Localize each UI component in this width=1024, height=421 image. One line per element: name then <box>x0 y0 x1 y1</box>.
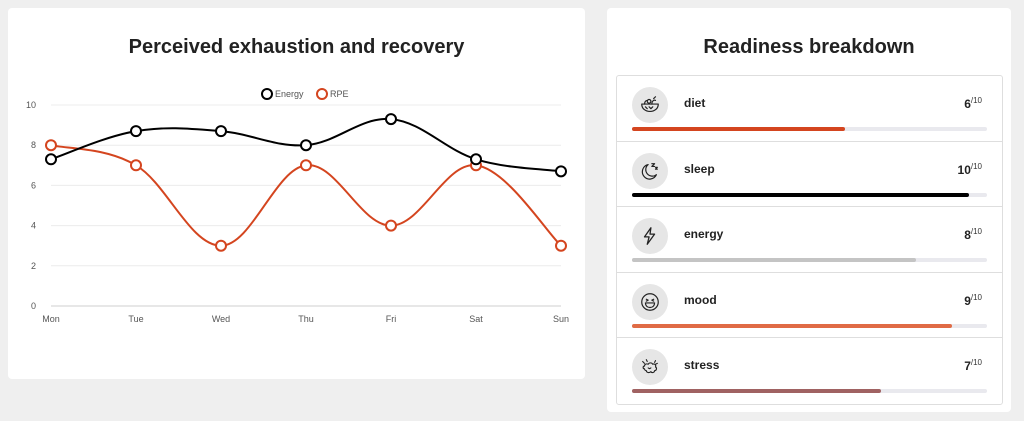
data-point-energy <box>300 139 312 152</box>
data-point-energy <box>130 125 142 138</box>
data-point-energy <box>385 113 397 126</box>
readiness-progress-fill <box>632 127 845 131</box>
readiness-progress-track <box>632 192 987 197</box>
readiness-item-sleep: sleep 10/10 <box>617 142 1002 208</box>
salad-bowl-icon <box>632 87 668 123</box>
readiness-list: diet 6/10 sleep 10/10 energy <box>616 75 1003 405</box>
readiness-item-diet: diet 6/10 <box>617 76 1002 142</box>
y-tick-label: 10 <box>26 100 36 110</box>
chart-title: Perceived exhaustion and recovery <box>128 36 465 58</box>
readiness-score: 9/10 <box>964 292 982 308</box>
readiness-label: sleep <box>684 161 715 176</box>
data-point-rpe <box>215 239 227 252</box>
readiness-score: 10/10 <box>957 161 982 177</box>
data-point-energy <box>45 153 57 166</box>
legend-marker-energy <box>261 88 273 100</box>
exhaustion-line-chart: 0 2 4 6 8 10 Mon Tue Wed Thu Fri Sat Sun Energy RPE <box>26 88 569 324</box>
legend-marker-rpe <box>316 88 328 100</box>
data-point-rpe <box>45 139 57 152</box>
data-point-rpe <box>385 219 397 232</box>
readiness-label: mood <box>684 292 717 307</box>
data-point-rpe <box>300 159 312 172</box>
y-tick-label: 4 <box>31 221 36 231</box>
y-tick-label: 8 <box>31 140 36 150</box>
x-tick-label: Mon <box>42 314 60 324</box>
readiness-score: 7/10 <box>964 358 982 374</box>
lightning-icon <box>632 218 668 255</box>
laughing-face-icon <box>632 283 668 320</box>
x-tick-label: Wed <box>212 314 230 324</box>
moon-sleep-icon <box>632 152 668 189</box>
readiness-progress-fill <box>632 258 916 263</box>
data-point-rpe <box>130 159 142 172</box>
y-tick-label: 0 <box>31 301 36 311</box>
readiness-progress-track <box>632 323 987 328</box>
readiness-progress-fill <box>632 192 970 197</box>
readiness-label: stress <box>684 358 720 373</box>
readiness-progress-track <box>632 258 987 263</box>
data-point-rpe <box>555 239 567 252</box>
readiness-label: energy <box>684 227 724 242</box>
readiness-item-mood: mood 9/10 <box>617 273 1002 339</box>
x-tick-label: Fri <box>386 314 397 324</box>
y-tick-label: 6 <box>31 180 36 190</box>
readiness-progress-fill <box>632 323 952 328</box>
readiness-label: diet <box>684 96 706 110</box>
readiness-score: 8/10 <box>964 227 982 243</box>
readiness-progress-fill <box>632 389 881 394</box>
readiness-title: Readiness breakdown <box>703 36 915 58</box>
x-tick-label: Sat <box>469 314 483 324</box>
data-point-energy <box>215 125 227 138</box>
exhaustion-chart-card: Perceived exhaustion and recovery 0 2 4 6 8 1… <box>8 8 585 379</box>
x-tick-label: Tue <box>128 314 143 324</box>
readiness-item-energy: energy 8/10 <box>617 207 1002 273</box>
readiness-progress-track <box>632 389 987 394</box>
x-tick-label: Thu <box>298 314 314 324</box>
readiness-item-stress: stress 7/10 <box>617 338 1002 404</box>
data-point-energy <box>555 165 567 178</box>
data-point-energy <box>470 153 482 166</box>
y-tick-label: 2 <box>31 261 36 271</box>
legend-label-energy: Energy <box>275 89 304 99</box>
x-tick-label: Sun <box>553 314 569 324</box>
readiness-card: Readiness breakdown diet 6/10 <box>607 8 1011 412</box>
stressed-brain-icon <box>632 349 668 386</box>
legend-label-rpe: RPE <box>330 89 349 99</box>
readiness-score: 6/10 <box>964 96 982 111</box>
readiness-progress-track <box>632 127 987 131</box>
